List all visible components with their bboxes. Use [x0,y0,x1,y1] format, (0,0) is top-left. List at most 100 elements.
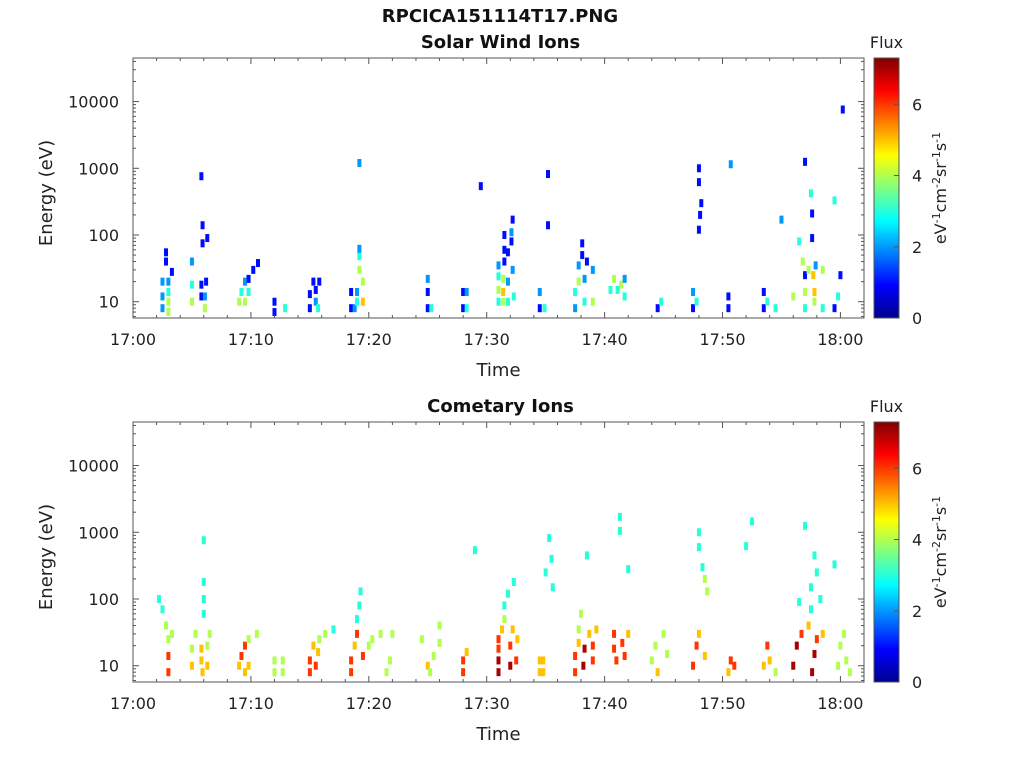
flux-cell [496,644,501,653]
flux-cell [166,668,171,677]
flux-cell [696,164,701,173]
flux-cell [511,577,516,586]
y-tick-label: 1000 [78,523,119,542]
flux-cell [204,277,209,286]
flux-cell [537,668,542,677]
flux-cell [307,656,312,665]
colorbar-tick-label: 0 [912,673,922,692]
flux-cell [200,221,205,230]
flux-cell [323,629,328,638]
colorbar-tick-label: 4 [912,531,922,550]
flux-cell [189,257,194,266]
flux-cell [582,644,587,653]
flux-cell [617,512,622,521]
flux-cell [543,568,548,577]
flux-cell [207,629,212,638]
flux-cell [779,215,784,224]
flux-cell [537,287,542,296]
flux-cell [579,609,584,618]
flux-cell [612,629,617,638]
flux-cell [691,304,696,313]
flux-cell [166,287,171,296]
flux-cell [166,277,171,286]
flux-cell [166,635,171,644]
flux-cell [429,304,434,313]
flux-cell [812,649,817,658]
flux-cell [573,651,578,660]
flux-cell [272,656,277,665]
flux-cell [576,625,581,634]
flux-cell [580,239,585,248]
flux-cell [437,621,442,630]
flux-cell [164,248,169,257]
flux-cell [502,615,507,624]
flux-cell [576,261,581,270]
flux-cell [357,244,362,253]
flux-cell [820,265,825,274]
flux-cell [838,271,843,280]
flux-cell [694,641,699,650]
flux-cell [696,178,701,187]
flux-cell [357,601,362,610]
flux-cell [515,635,520,644]
flux-cell [580,251,585,260]
flux-cell [419,635,424,644]
flux-cell [437,638,442,647]
flux-cell [349,668,354,677]
flux-cell [505,589,510,598]
y-tick-label: 1000 [78,159,119,178]
flux-cell [160,277,165,286]
flux-cell [160,304,165,313]
flux-cell [594,625,599,634]
flux-cell [316,304,321,313]
flux-cell [500,625,505,634]
flux-cell [237,297,242,306]
flux-cell [614,656,619,665]
flux-cell [728,160,733,169]
flux-cell [799,629,804,638]
flux-cell [765,297,770,306]
colorbar-tick-label: 0 [912,309,922,328]
flux-cell [510,625,515,634]
flux-cell [202,304,207,313]
flux-cell [501,297,506,306]
x-axis-label: Time [475,360,520,381]
flux-cell [726,304,731,313]
flux-cell [189,297,194,306]
flux-cell [590,297,595,306]
flux-cell [806,265,811,274]
flux-cell [803,287,808,296]
flux-cell [205,661,210,670]
x-tick-label: 17:10 [228,330,274,349]
flux-cell [246,274,251,283]
flux-cell [806,621,811,630]
flux-cell [502,601,507,610]
flux-cell [812,551,817,560]
flux-cell [665,649,670,658]
flux-cell [193,629,198,638]
flux-cell [425,287,430,296]
flux-cell [496,635,501,644]
y-tick-label: 100 [88,226,119,245]
flux-cell [243,668,248,677]
flux-cell [694,297,699,306]
flux-cell [573,304,578,313]
flux-cell [201,609,206,618]
flux-cell [818,595,823,604]
flux-cell [425,274,430,283]
flux-cell [814,635,819,644]
flux-cell [461,668,466,677]
flux-cell [505,297,510,306]
flux-cell [199,656,204,665]
flux-cell [691,661,696,670]
flux-cell [272,297,277,306]
flux-cell [510,265,515,274]
flux-cell [773,304,778,313]
x-tick-label: 17:00 [110,330,156,349]
flux-cell [355,287,360,296]
flux-cell [696,225,701,234]
flux-cell [622,651,627,660]
x-axis-label: Time [475,724,520,745]
flux-cell [425,661,430,670]
flux-cell [164,621,169,630]
